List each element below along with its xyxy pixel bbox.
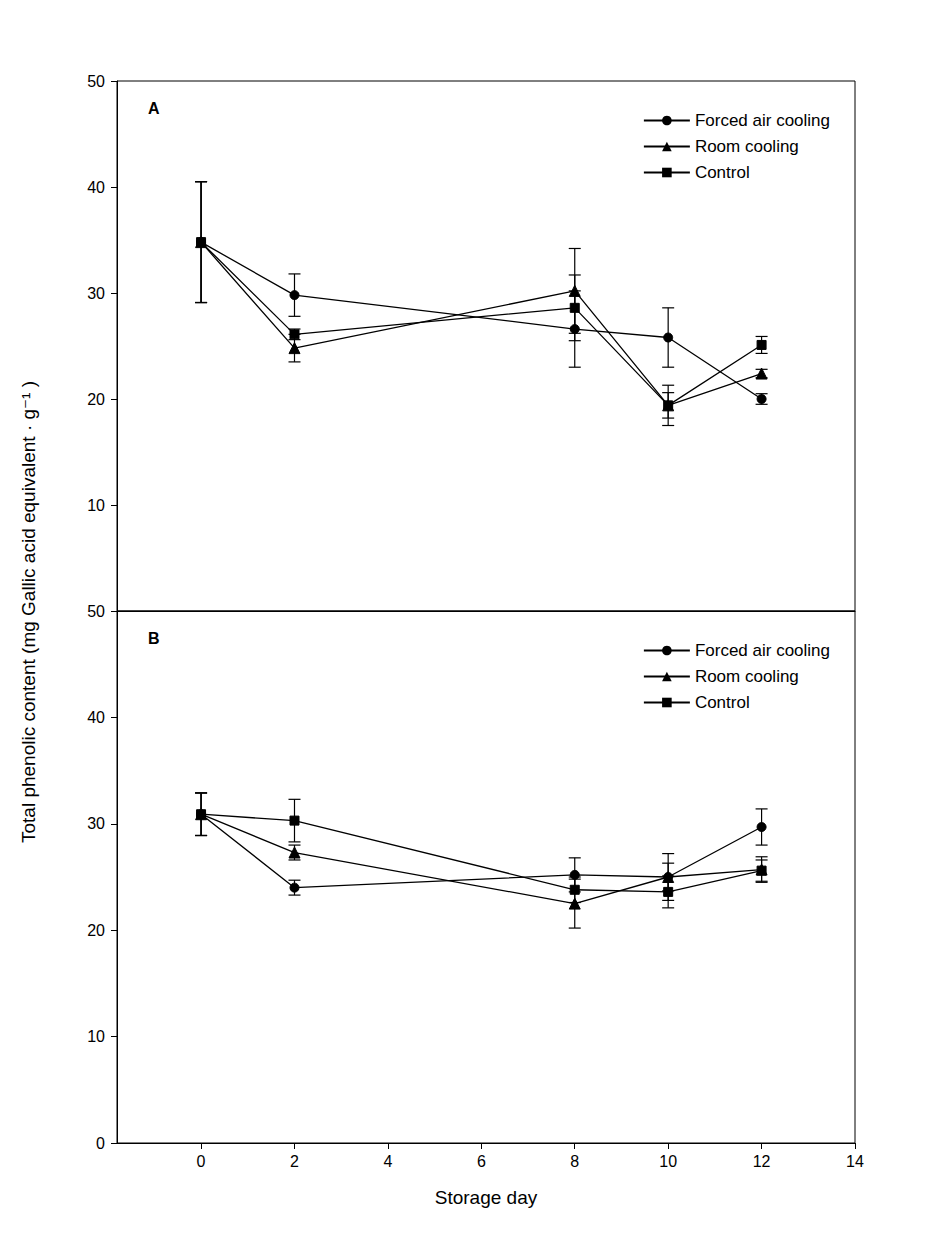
svg-text:Control: Control (695, 693, 750, 712)
svg-text:50: 50 (87, 73, 105, 90)
svg-text:0: 0 (96, 1135, 105, 1152)
svg-text:40: 40 (87, 179, 105, 196)
svg-text:30: 30 (87, 815, 105, 832)
svg-text:Control: Control (695, 163, 750, 182)
svg-text:A: A (148, 100, 160, 117)
svg-text:14: 14 (846, 1153, 864, 1170)
svg-text:30: 30 (87, 285, 105, 302)
svg-text:Forced air cooling: Forced air cooling (695, 641, 830, 660)
svg-text:Room cooling: Room cooling (695, 667, 799, 686)
svg-text:10: 10 (87, 497, 105, 514)
svg-text:20: 20 (87, 391, 105, 408)
svg-text:20: 20 (87, 922, 105, 939)
svg-text:Storage day: Storage day (435, 1187, 538, 1208)
svg-text:50: 50 (87, 603, 105, 620)
svg-text:Total phenolic content (mg Gal: Total phenolic content (mg Gallic acid e… (18, 381, 39, 843)
svg-text:10: 10 (87, 1028, 105, 1045)
svg-text:6: 6 (477, 1153, 486, 1170)
svg-text:B: B (148, 630, 160, 647)
svg-text:Room cooling: Room cooling (695, 137, 799, 156)
svg-text:2: 2 (290, 1153, 299, 1170)
svg-text:Forced air cooling: Forced air cooling (695, 111, 830, 130)
svg-text:0: 0 (197, 1153, 206, 1170)
svg-text:12: 12 (753, 1153, 771, 1170)
svg-text:40: 40 (87, 709, 105, 726)
svg-text:4: 4 (383, 1153, 392, 1170)
svg-text:8: 8 (570, 1153, 579, 1170)
svg-text:10: 10 (659, 1153, 677, 1170)
